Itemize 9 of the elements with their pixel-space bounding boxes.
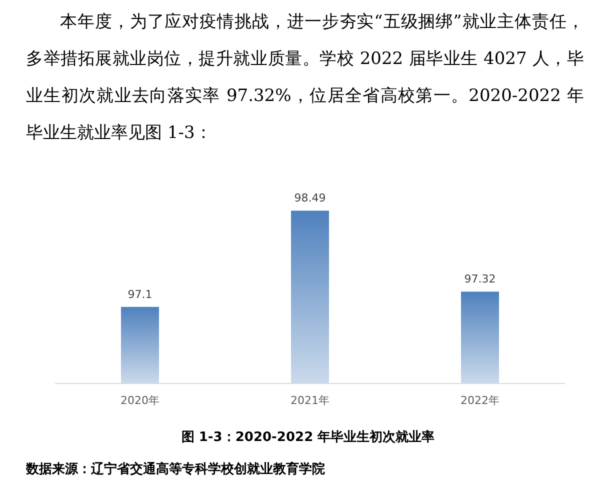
x-tick-label: 2022年 [460,394,500,407]
data-label: 97.32 [464,272,496,286]
x-tick-label: 2020年 [120,394,160,407]
text: 图 1-3：2020-2022 年毕业生初次就业率 [181,429,435,445]
source-note: 数据来源：辽宁省交通高等专科学校创就业教育学院 [26,460,325,478]
chart-subtitle: 本年度，为了应对疫情挑战，进一步夯实“五级捆绑”就业主体责任，多举措拓展就业岗位，提升就业质量。学校 2022 届毕业生 4027 人，毕业生初次就业去向落实率 97.32%，位居全省高校第一。2020-2022 年毕业生就业率见图 1-3： [26,11,584,145]
x-tick-label: 2021年 [290,394,330,407]
data-label: 97.1 [128,288,152,301]
data-label: 98.49 [294,192,326,205]
